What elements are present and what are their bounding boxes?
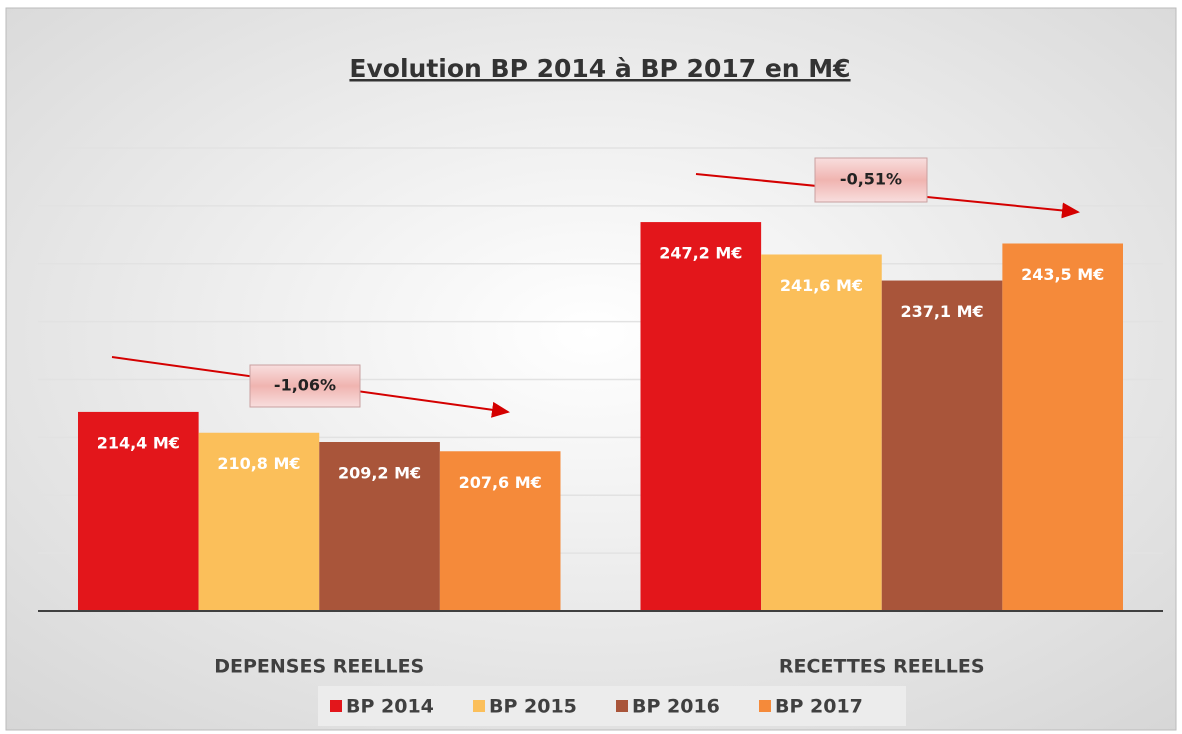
bar <box>439 451 561 611</box>
bar <box>640 222 762 611</box>
legend-swatch <box>330 700 342 712</box>
data-label: 243,5 M€ <box>1021 265 1104 284</box>
data-label: 209,2 M€ <box>338 464 421 483</box>
data-label: 237,1 M€ <box>900 302 983 321</box>
legend-swatch <box>473 700 485 712</box>
annotation-box <box>249 364 361 408</box>
legend-box <box>318 686 906 726</box>
bar <box>1002 243 1123 611</box>
data-label: 214,4 M€ <box>97 433 180 452</box>
annotation: -1,06% <box>274 376 336 395</box>
data-label: 247,2 M€ <box>659 244 742 263</box>
data-label: 210,8 M€ <box>217 454 300 473</box>
x-tick-label: DEPENSES REELLES <box>214 656 424 678</box>
legend-label: BP 2014 <box>346 696 434 718</box>
x-tick-label: RECETTES REELLES <box>779 656 985 678</box>
bar <box>78 411 199 611</box>
bar <box>319 442 440 611</box>
legend-label: BP 2017 <box>775 696 863 718</box>
legend-label: BP 2015 <box>489 696 577 718</box>
bar <box>761 254 882 612</box>
legend-swatch <box>759 700 771 712</box>
legend-swatch <box>616 700 628 712</box>
bar <box>881 280 1003 611</box>
legend-label: BP 2016 <box>632 696 720 718</box>
annotation: -0,51% <box>840 170 902 189</box>
data-label: 241,6 M€ <box>780 276 863 295</box>
data-label: 207,6 M€ <box>459 473 542 492</box>
chart-title: Evolution BP 2014 à BP 2017 en M€ <box>349 54 850 83</box>
annotation-box <box>814 157 928 203</box>
bar <box>198 432 320 611</box>
